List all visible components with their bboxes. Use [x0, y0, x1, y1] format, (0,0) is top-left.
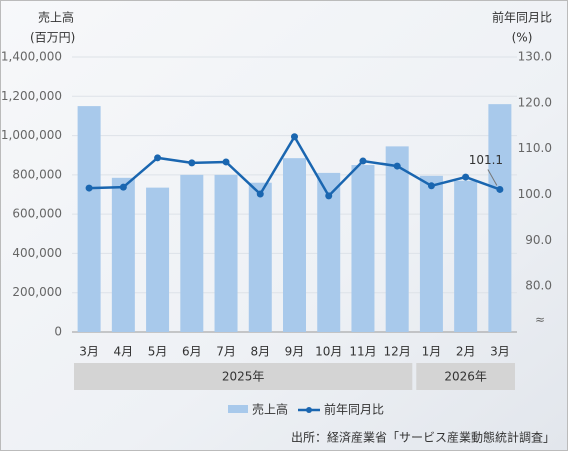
source: 出所：経済産業省「サービス産業動態統計調査」 — [291, 430, 555, 445]
line-point — [427, 182, 435, 190]
legend-label: 売上高 — [252, 402, 288, 417]
line-point — [325, 192, 333, 200]
line-point — [256, 190, 264, 198]
y2-tick-label: 110.0 — [518, 141, 552, 155]
year-band — [416, 363, 515, 390]
line-point — [85, 184, 93, 192]
year-label: 2025年 — [222, 370, 265, 384]
y-tick-label: 0 — [54, 325, 62, 339]
y2-tick-label: 100.0 — [518, 187, 552, 201]
line-point — [188, 159, 196, 167]
legend-swatch — [306, 407, 312, 413]
line-point — [119, 183, 127, 191]
y-tick-label: 200,000 — [12, 285, 62, 299]
x-tick-label: 6月 — [182, 345, 202, 359]
y-tick-label: 1,200,000 — [1, 89, 62, 103]
y-tick-label: 400,000 — [12, 246, 62, 260]
bar — [351, 165, 375, 332]
label-leader — [487, 169, 498, 186]
bar — [248, 182, 272, 332]
y2-tick-label: 80.0 — [525, 279, 552, 293]
x-tick-label: 10月 — [315, 345, 342, 359]
x-tick-label: 3月 — [79, 345, 99, 359]
y-tick-label: 1,400,000 — [1, 50, 62, 64]
axis-break: ≈ — [535, 313, 545, 327]
line-point — [496, 185, 504, 193]
bar — [419, 175, 443, 332]
legend-label: 前年同月比 — [324, 402, 384, 417]
line-point — [462, 173, 470, 181]
bar — [283, 158, 306, 332]
y2-title: 前年同月比 — [492, 10, 552, 25]
line-point — [154, 154, 162, 162]
x-tick-label: 9月 — [285, 345, 305, 359]
bar — [488, 104, 512, 333]
y-tick-label: 800,000 — [12, 167, 62, 181]
line-point — [359, 157, 367, 165]
x-tick-label: 7月 — [216, 345, 236, 359]
bar — [111, 177, 135, 332]
bar — [180, 174, 204, 332]
y2-title-unit: (%) — [512, 31, 533, 45]
x-tick-label: 8月 — [250, 345, 270, 359]
x-tick-label: 4月 — [114, 345, 134, 359]
bar — [214, 174, 238, 332]
legend-swatch — [228, 405, 248, 413]
bar — [454, 180, 478, 332]
x-tick-label: 12月 — [384, 345, 411, 359]
bar — [317, 172, 341, 332]
x-tick-label: 1月 — [422, 345, 442, 359]
bar — [385, 146, 409, 332]
y2-tick-label: 130.0 — [518, 50, 552, 64]
x-tick-label: 5月 — [148, 345, 168, 359]
y-tick-label: 600,000 — [12, 207, 62, 221]
line-point — [291, 133, 298, 141]
bar — [146, 187, 170, 332]
x-tick-label: 11月 — [349, 345, 376, 359]
data-label: 101.1 — [469, 153, 503, 167]
line-point — [393, 162, 401, 170]
y2-tick-label: 90.0 — [525, 233, 552, 247]
y-tick-label: 1,000,000 — [1, 128, 62, 142]
year-band — [74, 363, 413, 390]
x-tick-label: 2月 — [456, 345, 476, 359]
y2-tick-label: 120.0 — [518, 95, 552, 109]
x-tick-label: 3月 — [490, 345, 510, 359]
year-label: 2026年 — [444, 370, 487, 384]
y-title-unit: (百万円) — [30, 31, 75, 45]
y-title: 売上高 — [38, 10, 74, 25]
bar — [77, 106, 101, 332]
line-point — [222, 158, 230, 166]
